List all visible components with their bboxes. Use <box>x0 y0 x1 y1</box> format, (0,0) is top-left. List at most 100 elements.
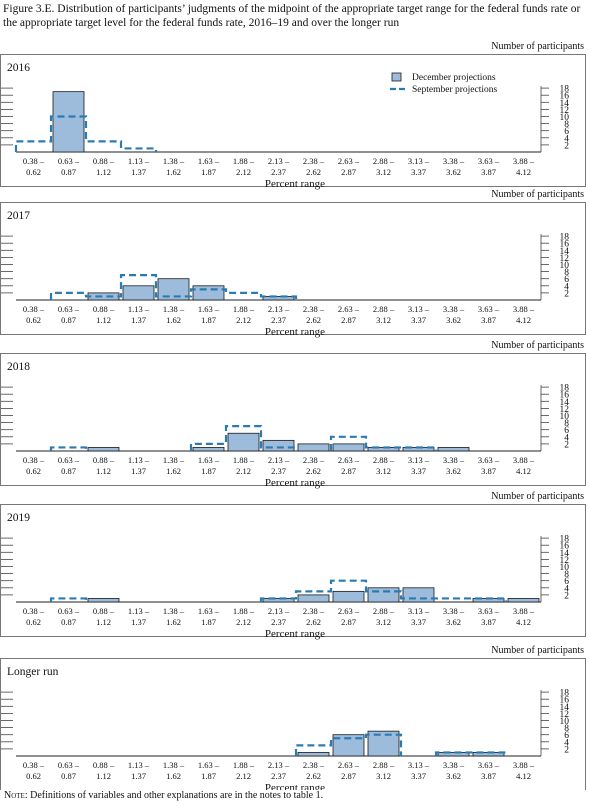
x-tick-label: 2.38 – <box>303 606 325 616</box>
x-tick-label: 1.63 – <box>198 304 220 314</box>
x-tick-label: 3.62 <box>446 466 461 476</box>
y-tick-label: 18 <box>560 535 570 545</box>
x-tick-label: 3.63 – <box>478 304 500 314</box>
x-tick-label: 0.88 – <box>93 760 115 770</box>
panel-frame <box>0 202 586 335</box>
x-tick-label: 2.88 – <box>373 606 395 616</box>
x-tick-label: 3.63 – <box>478 156 500 166</box>
x-tick-label: 1.62 <box>166 466 181 476</box>
x-tick-label: 2.62 <box>306 617 321 627</box>
x-tick-label: 0.38 – <box>23 455 45 465</box>
december-bar <box>437 447 470 452</box>
x-tick-label: 1.13 – <box>128 455 150 465</box>
y-tick-label: 12 <box>560 106 570 116</box>
x-tick-label: 1.12 <box>96 771 111 781</box>
x-tick-label: 2.13 – <box>268 455 290 465</box>
x-tick-label: 2.37 <box>271 617 286 627</box>
x-tick-label: 2.88 – <box>373 760 395 770</box>
note-label: Note: <box>4 790 28 801</box>
y-tick-label: 12 <box>560 405 570 415</box>
y-tick-label: 4 <box>564 134 569 144</box>
december-bar <box>87 598 120 603</box>
x-tick-label: 2.63 – <box>338 760 360 770</box>
x-tick-label: 3.88 – <box>513 606 535 616</box>
x-tick-label: 4.12 <box>516 617 531 627</box>
y-tick-label: 2 <box>564 141 569 151</box>
x-tick-label: 0.62 <box>26 167 41 177</box>
panel-frame <box>0 658 586 790</box>
x-tick-label: 3.37 <box>411 315 426 325</box>
y-tick-label: 10 <box>560 412 570 422</box>
x-tick-label: 4.12 <box>516 771 531 781</box>
x-tick-label: 2.87 <box>341 771 356 781</box>
x-tick-label: 3.13 – <box>408 455 430 465</box>
x-tick-label: 2.62 <box>306 466 321 476</box>
december-bar <box>262 439 295 452</box>
y-tick-label: 4 <box>564 282 569 292</box>
x-tick-label: 0.62 <box>26 617 41 627</box>
x-tick-label: 0.88 – <box>93 304 115 314</box>
x-tick-label: 3.12 <box>376 315 391 325</box>
chart-panel: Number of participants Longer run 24681012… <box>0 645 586 790</box>
panel-title: 2019 <box>7 512 30 524</box>
december-bar <box>87 447 120 452</box>
x-tick-label: 3.13 – <box>408 760 430 770</box>
x-tick-label: 1.87 <box>201 466 216 476</box>
panel-title: 2018 <box>7 361 30 373</box>
x-tick-label: 3.62 <box>446 617 461 627</box>
x-tick-label: 3.62 <box>446 315 461 325</box>
y-tick-label: 10 <box>560 563 570 573</box>
december-bar <box>507 598 540 603</box>
x-tick-label: 2.87 <box>341 617 356 627</box>
y-tick-label: 2 <box>564 440 569 450</box>
x-tick-label: 3.87 <box>481 771 496 781</box>
y-tick-label: 10 <box>560 261 570 271</box>
y-tick-label: 18 <box>560 384 570 394</box>
x-tick-label: 1.88 – <box>233 455 255 465</box>
y-tick-label: 8 <box>564 120 569 130</box>
x-tick-label: 0.87 <box>61 771 76 781</box>
y-tick-label: 12 <box>560 254 570 264</box>
december-bar <box>227 432 260 452</box>
chart-panel: Number of participants 2017 24681012141618… <box>0 189 586 338</box>
x-tick-label: 3.87 <box>481 466 496 476</box>
x-tick-label: 1.87 <box>201 167 216 177</box>
x-tick-label: 1.38 – <box>163 156 185 166</box>
x-tick-label: 1.88 – <box>233 156 255 166</box>
x-tick-label: 2.62 <box>306 771 321 781</box>
december-bar <box>437 752 470 757</box>
x-tick-label: 1.13 – <box>128 760 150 770</box>
y-tick-label: 18 <box>560 689 570 699</box>
x-tick-label: 2.12 <box>236 771 251 781</box>
x-tick-label: 1.37 <box>131 466 146 476</box>
december-bar <box>367 587 400 603</box>
x-tick-label: 1.63 – <box>198 606 220 616</box>
x-tick-label: 2.63 – <box>338 156 360 166</box>
x-tick-label: 3.62 <box>446 167 461 177</box>
x-tick-label: 2.63 – <box>338 606 360 616</box>
y-tick-label: 6 <box>564 426 569 436</box>
y-tick-label: 18 <box>560 233 570 243</box>
december-bar <box>297 752 330 757</box>
x-tick-label: 0.63 – <box>58 156 80 166</box>
x-tick-label: 4.12 <box>516 167 531 177</box>
x-tick-label: 3.38 – <box>443 606 465 616</box>
x-tick-label: 1.12 <box>96 315 111 325</box>
x-tick-label: 0.38 – <box>23 606 45 616</box>
x-tick-label: 3.38 – <box>443 156 465 166</box>
panel-title: 2016 <box>7 62 30 74</box>
x-tick-label: 2.38 – <box>303 304 325 314</box>
x-tick-label: 2.87 <box>341 466 356 476</box>
x-tick-label: 3.87 <box>481 167 496 177</box>
x-tick-label: 3.63 – <box>478 606 500 616</box>
x-tick-label: 1.37 <box>131 617 146 627</box>
x-tick-label: 2.63 – <box>338 304 360 314</box>
x-tick-label: 0.87 <box>61 466 76 476</box>
x-tick-label: 3.37 <box>411 167 426 177</box>
x-tick-label: 2.88 – <box>373 304 395 314</box>
x-tick-label: 0.87 <box>61 315 76 325</box>
legend-label-december: December projections <box>412 73 496 83</box>
x-tick-label: 1.63 – <box>198 156 220 166</box>
december-bar <box>192 447 225 452</box>
x-tick-label: 2.38 – <box>303 455 325 465</box>
